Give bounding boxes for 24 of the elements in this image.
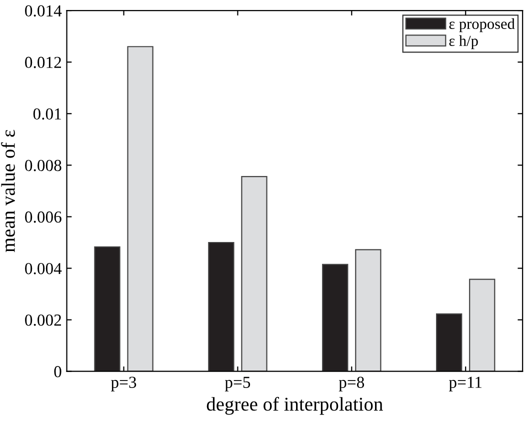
bar bbox=[127, 46, 154, 372]
bar bbox=[208, 242, 234, 372]
y-tick-label: 0.004 bbox=[25, 262, 62, 274]
x-tick-label: p=5 bbox=[224, 376, 250, 392]
bar bbox=[469, 278, 496, 372]
bar bbox=[94, 246, 120, 372]
x-axis-title: degree of interpolation bbox=[206, 396, 383, 415]
bar bbox=[436, 313, 462, 372]
x-tick-label: p=11 bbox=[448, 376, 482, 392]
y-tick-label: 0 bbox=[54, 366, 62, 378]
y-tick-label: 0.012 bbox=[25, 56, 61, 68]
legend-label: ε proposed bbox=[449, 18, 515, 32]
bar bbox=[322, 264, 348, 372]
y-tick-label: 0.014 bbox=[25, 5, 62, 17]
y-tick-label: 0.002 bbox=[25, 314, 61, 326]
bar bbox=[241, 176, 268, 372]
x-tick-label: p=8 bbox=[338, 376, 364, 392]
y-tick-label: 0.006 bbox=[25, 211, 62, 223]
legend-label: ε h/p bbox=[449, 35, 478, 50]
y-tick-label: 0.01 bbox=[33, 108, 61, 120]
y-tick-label: 0.008 bbox=[25, 160, 62, 172]
x-tick-label: p=3 bbox=[110, 376, 136, 392]
y-axis-title: mean value of ε bbox=[1, 130, 15, 252]
bar bbox=[355, 249, 382, 372]
